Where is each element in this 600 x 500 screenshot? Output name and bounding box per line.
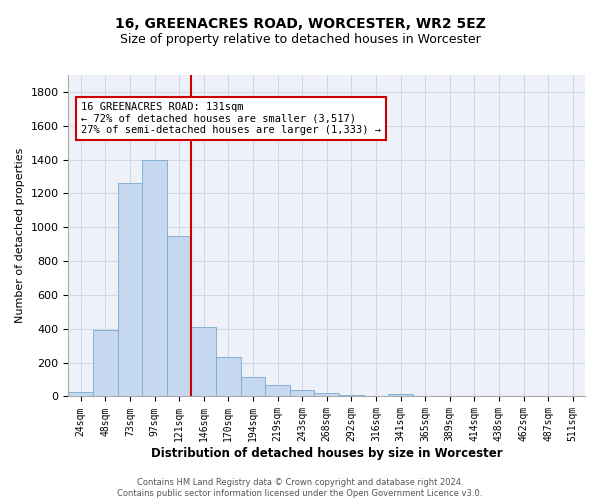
Text: Size of property relative to detached houses in Worcester: Size of property relative to detached ho… <box>119 32 481 46</box>
Y-axis label: Number of detached properties: Number of detached properties <box>15 148 25 324</box>
Bar <box>339 395 364 396</box>
Bar <box>142 160 167 396</box>
Bar <box>118 184 142 396</box>
Bar <box>68 392 93 396</box>
Bar <box>388 394 413 396</box>
Bar <box>167 236 191 396</box>
Text: 16, GREENACRES ROAD, WORCESTER, WR2 5EZ: 16, GREENACRES ROAD, WORCESTER, WR2 5EZ <box>115 18 485 32</box>
Bar <box>265 386 290 396</box>
Text: Contains HM Land Registry data © Crown copyright and database right 2024.
Contai: Contains HM Land Registry data © Crown c… <box>118 478 482 498</box>
Text: 16 GREENACRES ROAD: 131sqm
← 72% of detached houses are smaller (3,517)
27% of s: 16 GREENACRES ROAD: 131sqm ← 72% of deta… <box>81 102 381 136</box>
X-axis label: Distribution of detached houses by size in Worcester: Distribution of detached houses by size … <box>151 447 503 460</box>
Bar <box>314 393 339 396</box>
Bar <box>93 330 118 396</box>
Bar <box>216 356 241 397</box>
Bar <box>191 327 216 396</box>
Bar <box>290 390 314 396</box>
Bar <box>241 377 265 396</box>
